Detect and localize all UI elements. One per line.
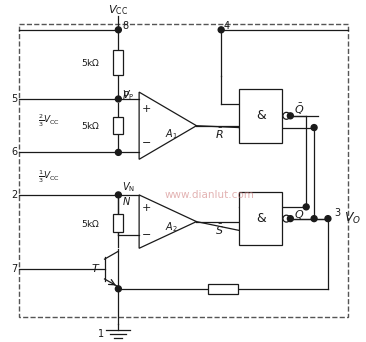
- Text: &: &: [256, 109, 266, 122]
- Text: −: −: [141, 137, 151, 147]
- Circle shape: [287, 216, 293, 222]
- Text: $\bar{Q}$: $\bar{Q}$: [294, 102, 305, 118]
- Text: $V_O$: $V_O$: [344, 211, 361, 226]
- Text: 4: 4: [223, 21, 229, 31]
- Text: +: +: [141, 203, 151, 213]
- Text: $A_1$: $A_1$: [165, 127, 178, 141]
- Text: N: N: [122, 197, 130, 207]
- Text: +: +: [141, 104, 151, 114]
- Text: $V_{\rm N}$: $V_{\rm N}$: [122, 180, 135, 194]
- Text: P: P: [122, 91, 128, 101]
- Bar: [113, 214, 123, 232]
- Bar: [208, 284, 238, 294]
- Circle shape: [115, 27, 121, 33]
- Text: 6: 6: [11, 147, 18, 157]
- Text: www.dianlut.com: www.dianlut.com: [164, 190, 254, 200]
- Circle shape: [303, 204, 309, 210]
- Text: $A_2$: $A_2$: [165, 221, 178, 234]
- Bar: [239, 89, 283, 143]
- Text: $\frac{2}{3}V_{\rm CC}$: $\frac{2}{3}V_{\rm CC}$: [38, 113, 60, 129]
- Text: 5k$\Omega$: 5k$\Omega$: [81, 57, 100, 68]
- Circle shape: [287, 113, 293, 119]
- Circle shape: [311, 216, 317, 222]
- Text: 5k$\Omega$: 5k$\Omega$: [81, 120, 100, 131]
- Circle shape: [115, 149, 121, 155]
- Text: 7: 7: [11, 264, 18, 274]
- Bar: [239, 192, 283, 245]
- Text: −: −: [141, 230, 151, 240]
- Bar: [19, 24, 348, 316]
- Text: $V_{\rm P}$: $V_{\rm P}$: [122, 88, 135, 102]
- Text: 8: 8: [122, 21, 128, 31]
- Text: 3: 3: [334, 208, 340, 218]
- Text: $\frac{1}{3}V_{\rm CC}$: $\frac{1}{3}V_{\rm CC}$: [38, 169, 60, 185]
- Text: 5k$\Omega$: 5k$\Omega$: [81, 218, 100, 228]
- Bar: [113, 117, 123, 134]
- Text: $Q$: $Q$: [294, 208, 305, 221]
- Bar: [113, 50, 123, 75]
- Text: &: &: [256, 212, 266, 225]
- Text: $V_{\rm CC}$: $V_{\rm CC}$: [108, 3, 128, 17]
- Circle shape: [115, 286, 121, 292]
- Text: $\bar{R}$: $\bar{R}$: [215, 127, 224, 141]
- Text: T: T: [91, 264, 98, 274]
- Circle shape: [283, 215, 290, 222]
- Circle shape: [283, 113, 290, 119]
- Text: 5: 5: [11, 94, 18, 104]
- Text: $\bar{S}$: $\bar{S}$: [215, 222, 224, 237]
- Text: 1: 1: [98, 329, 105, 339]
- Circle shape: [311, 124, 317, 131]
- Circle shape: [325, 216, 331, 222]
- Text: 2: 2: [11, 190, 18, 200]
- Circle shape: [218, 27, 224, 33]
- Circle shape: [115, 192, 121, 198]
- Circle shape: [115, 96, 121, 102]
